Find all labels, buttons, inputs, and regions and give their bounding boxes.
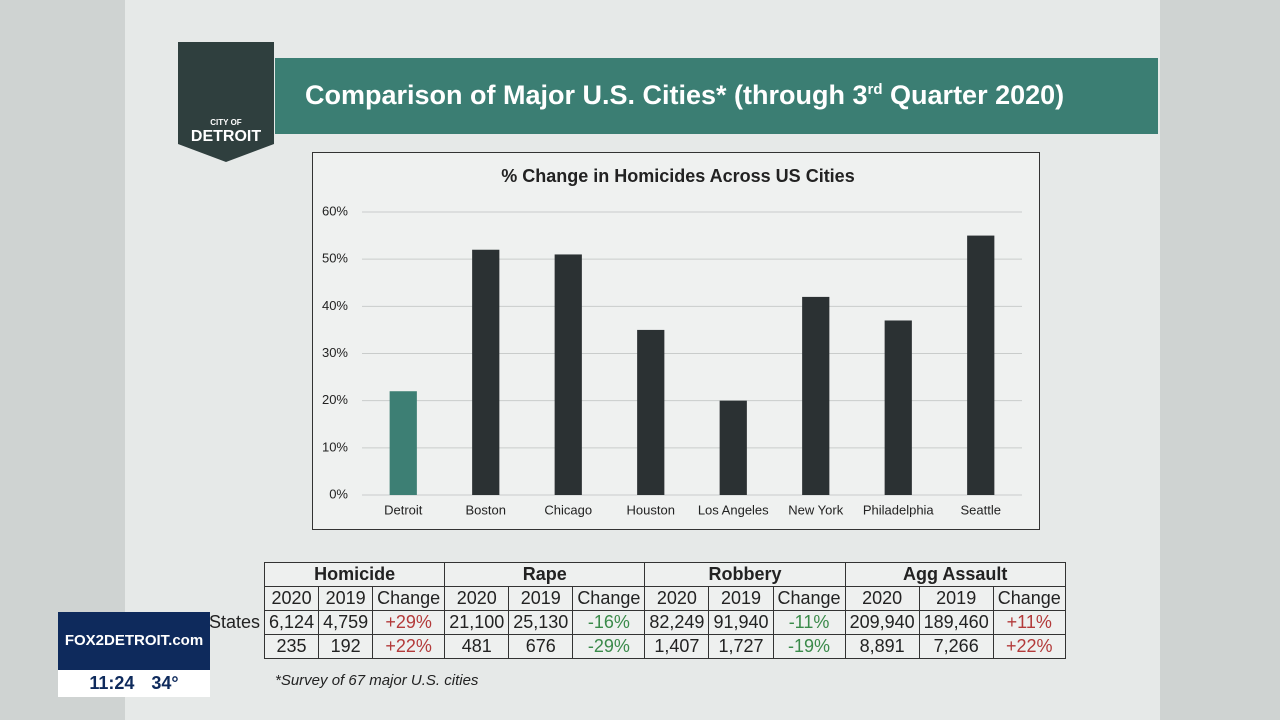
bar (802, 296, 830, 495)
table-cell: +22% (372, 634, 446, 659)
chart-title: % Change in Homicides Across US Cities (501, 166, 854, 186)
table-cell: Change (992, 586, 1066, 611)
table-cell (205, 587, 265, 611)
x-tick-label: Chicago (544, 502, 592, 517)
bar (554, 254, 582, 495)
logo-top: CITY OF (210, 118, 242, 127)
table-cell: Rape (444, 562, 646, 587)
table-cell: Agg Assault (844, 562, 1066, 587)
logo-bottom: DETROIT (190, 128, 262, 145)
bar (637, 329, 665, 495)
table-cell: 189,460 (918, 610, 994, 635)
table-cell: 2019 (318, 586, 374, 611)
table-row: States 6,124 4,759 +29% 21,100 25,130 -16% 82,2… (205, 610, 1066, 635)
temperature: 34° (151, 673, 179, 693)
table-cell: 7,266 (918, 634, 994, 659)
table-cell: 2020 (644, 586, 710, 611)
x-tick-label: Los Angeles (698, 502, 769, 517)
table-cell: 235 (264, 634, 320, 659)
bar (719, 400, 747, 495)
stats-table: Homicide Rape Robbery Agg Assault 2020 2019 Ch… (205, 562, 1066, 659)
table-cell: States (209, 612, 261, 632)
bar (389, 391, 417, 495)
table-row: 235 192 +22% 481 676 -29% 1,407 1,727 -19% 8,891 7… (205, 634, 1066, 659)
title-sup: rd (867, 81, 883, 98)
table-cell: -16% (572, 610, 646, 635)
y-tick-label: 10% (322, 439, 348, 454)
y-tick-label: 40% (322, 298, 348, 313)
table-cell: +29% (372, 610, 446, 635)
table-cell: Change (372, 586, 446, 611)
station-name: FOX2DETROIT.com (58, 612, 210, 670)
station-overlay: FOX2DETROIT.com 11:24 34° (58, 612, 210, 697)
x-tick-label: New York (788, 502, 843, 517)
table-cell: 25,130 (508, 610, 574, 635)
table-cell: 2019 (708, 586, 774, 611)
x-tick-label: Houston (627, 502, 675, 517)
table-row: 2020 2019 Change 2020 2019 Change 2020 2019 Chan… (205, 586, 1066, 611)
table-cell: 4,759 (318, 610, 374, 635)
table-cell: 82,249 (644, 610, 710, 635)
table-cell: Change (772, 586, 846, 611)
y-tick-label: 50% (322, 251, 348, 266)
x-tick-label: Philadelphia (863, 502, 935, 517)
table-cell: 209,940 (844, 610, 920, 635)
logo: CITY OF DETROIT (178, 42, 274, 162)
table-cell: 6,124 (264, 610, 320, 635)
bar (472, 249, 500, 495)
table-cell: 2020 (264, 586, 320, 611)
table-cell: Homicide (264, 562, 446, 587)
title-end: Quarter 2020) (890, 80, 1065, 110)
y-tick-label: 20% (322, 392, 348, 407)
time-temp: 11:24 34° (58, 670, 210, 697)
x-tick-label: Detroit (384, 502, 423, 517)
x-tick-label: Boston (466, 502, 506, 517)
page-title: Comparison of Major U.S. Cities* (throug… (305, 80, 1064, 111)
table-cell: 91,940 (708, 610, 774, 635)
table-cell: 1,407 (644, 634, 710, 659)
table-row: Homicide Rape Robbery Agg Assault (205, 562, 1066, 587)
table-cell: 21,100 (444, 610, 510, 635)
table-cell: 481 (444, 634, 510, 659)
table-cell: +11% (992, 610, 1066, 635)
footnote: *Survey of 67 major U.S. cities (275, 672, 479, 689)
table-cell: 2019 (918, 586, 994, 611)
banner (275, 58, 1158, 134)
chart-frame (312, 152, 1040, 530)
table-cell: -19% (772, 634, 846, 659)
table-cell: +22% (992, 634, 1066, 659)
time: 11:24 (89, 673, 135, 693)
y-tick-label: 60% (322, 203, 348, 218)
table-cell: Robbery (644, 562, 846, 587)
table-cell: 676 (508, 634, 574, 659)
table-cell: -11% (772, 610, 846, 635)
table-cell: 2019 (508, 586, 574, 611)
bar (884, 320, 912, 495)
table-cell: Change (572, 586, 646, 611)
y-tick-label: 0% (329, 486, 348, 501)
table-cell: 1,727 (708, 634, 774, 659)
title-start: Comparison of Major U.S. Cities* (throug… (305, 80, 868, 110)
x-tick-label: Seattle (961, 502, 1001, 517)
table-cell: 2020 (844, 586, 920, 611)
table-cell: 192 (318, 634, 374, 659)
table-cell (205, 635, 265, 659)
table-cell (205, 563, 265, 587)
y-tick-label: 30% (322, 345, 348, 360)
bar (967, 235, 995, 496)
table-cell: 2020 (444, 586, 510, 611)
table-cell: 8,891 (844, 634, 920, 659)
table-cell: -29% (572, 634, 646, 659)
